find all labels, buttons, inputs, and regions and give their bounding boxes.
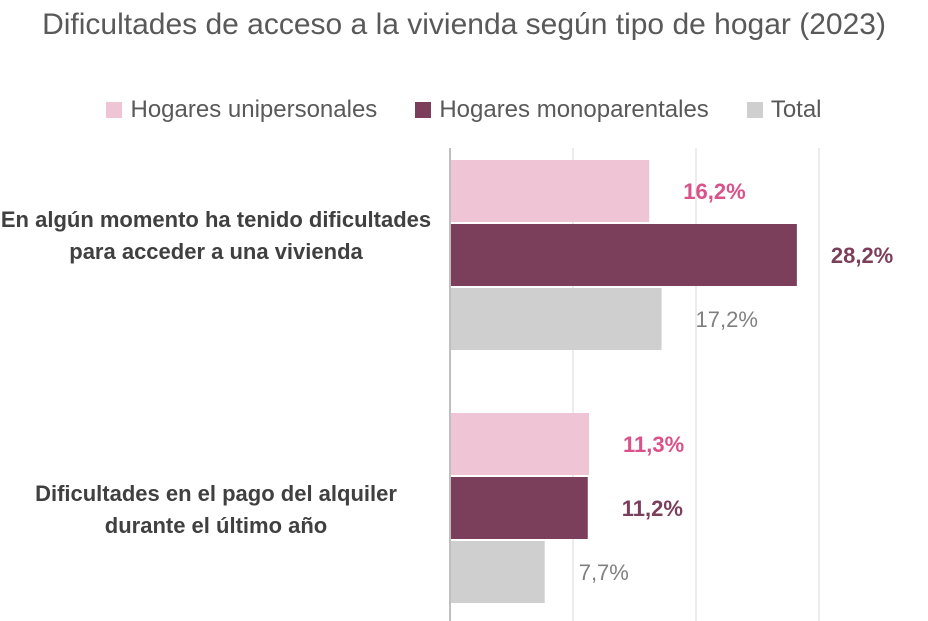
data-label-0-0: 16,2%	[683, 179, 745, 204]
legend: Hogares unipersonales Hogares monoparent…	[0, 96, 928, 124]
legend-swatch	[415, 102, 432, 118]
bar-0-0	[450, 160, 650, 222]
data-label-1-1: 11,2%	[622, 496, 683, 521]
category-label-0: En algún momento ha tenido dificultades …	[0, 207, 432, 264]
bar-1-0	[450, 224, 797, 286]
bar-2-1	[450, 541, 545, 603]
bar-0-1	[450, 413, 589, 475]
legend-item-total: Total	[746, 96, 822, 124]
chart-title: Dificultades de acceso a la vivienda seg…	[42, 8, 886, 41]
legend-swatch	[746, 102, 763, 118]
legend-label: Hogares monoparentales	[439, 96, 709, 123]
legend-item-unipersonales: Hogares unipersonales	[106, 96, 377, 124]
data-label-1-0: 28,2%	[831, 243, 893, 268]
legend-swatch	[106, 102, 123, 118]
data-label-2-0: 17,2%	[696, 307, 758, 332]
data-label-2-1: 7,7%	[579, 560, 629, 585]
legend-item-monoparentales: Hogares monoparentales	[415, 96, 709, 124]
category-label-1: Dificultades en el pago del alquiler dur…	[35, 481, 397, 538]
legend-label: Total	[770, 96, 822, 123]
bar-2-0	[450, 288, 662, 350]
data-label-0-1: 11,3%	[623, 432, 684, 457]
bar-1-1	[450, 477, 588, 539]
legend-label: Hogares unipersonales	[130, 96, 378, 123]
